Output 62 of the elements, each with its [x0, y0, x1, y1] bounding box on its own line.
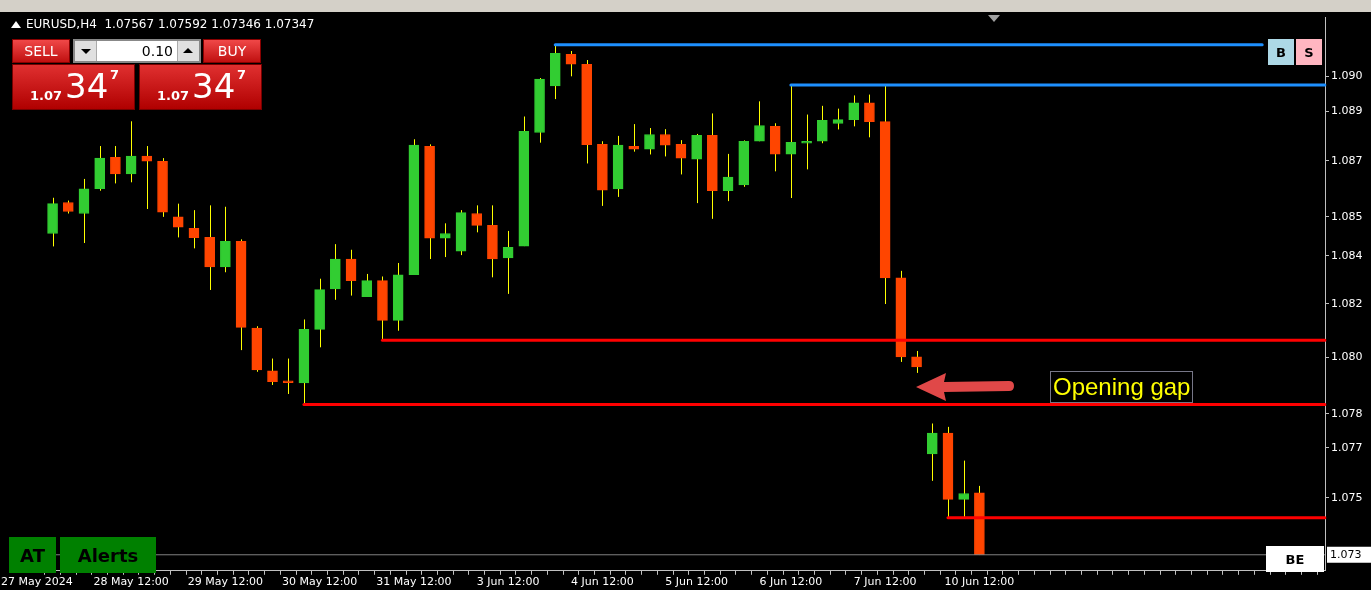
x-tick-label: 6 Jun 12:00: [759, 575, 823, 589]
candlestick: [926, 423, 938, 482]
candlestick: [110, 145, 121, 184]
candlestick: [439, 222, 451, 258]
annotation: Alerts: [60, 537, 156, 573]
annotation: SELL: [12, 39, 70, 63]
annotation: 1.07: [30, 88, 63, 103]
annotation: 7: [237, 67, 247, 82]
candlestick: [267, 358, 278, 386]
x-tick-label: 3 Jun 12:00: [476, 575, 540, 589]
candlestick: [188, 209, 200, 249]
x-tick-label: 4 Jun 12:00: [570, 575, 634, 589]
x-tick-label: 10 Jun 12:00: [944, 575, 1015, 589]
candlestick: [565, 50, 577, 77]
x-tick-label: 31 May 12:00: [376, 575, 452, 589]
x-tick-label: 27 May 2024: [1, 575, 73, 589]
y-tick-label: 1.089: [1331, 104, 1363, 118]
y-tick-label: 1.078: [1331, 406, 1363, 420]
y-tick-label: 1.077: [1331, 440, 1363, 454]
candlestick: [754, 100, 765, 142]
y-tick-label: 1.082: [1331, 296, 1363, 310]
x-tick-label: 29 May 12:00: [187, 575, 264, 589]
candlestick: [911, 350, 922, 374]
y-tick-label: 1.075: [1331, 490, 1363, 504]
candlestick: [172, 203, 184, 238]
candlestick: [864, 94, 875, 138]
candlestick: [659, 128, 671, 157]
candlestick: [282, 358, 294, 395]
y-tick-label: 1.087: [1331, 153, 1363, 167]
annotation: BE: [1266, 546, 1324, 572]
candlestick: [644, 127, 655, 155]
chart-title: EURUSD,H4 1.07567 1.07592 1.07346 1.07347: [26, 17, 315, 31]
x-tick-label: 7 Jun 12:00: [853, 575, 917, 589]
x-tick-label: 30 May 12:00: [281, 575, 358, 589]
annotation: B: [1268, 39, 1294, 65]
annotation: BUY: [203, 39, 261, 63]
annotation: 7: [110, 67, 120, 82]
y-tick-label: 1.085: [1331, 209, 1363, 223]
annotation: S: [1296, 39, 1322, 65]
candlestick: [801, 114, 812, 170]
candlestick: [816, 105, 828, 144]
annotation: 34: [65, 66, 109, 106]
candlestick: [78, 178, 90, 244]
candlestick: [958, 460, 970, 519]
annotation: 34: [192, 66, 236, 106]
ref-line-label: 1.073: [1330, 547, 1362, 561]
y-tick-label: 1.080: [1331, 350, 1363, 364]
candlestick: [125, 120, 137, 183]
annotation: AT: [9, 537, 56, 573]
annotation: 0.10: [140, 42, 173, 61]
annotation: Opening gap: [1050, 371, 1194, 403]
candlestick: [691, 133, 702, 204]
y-tick-label: 1.090: [1331, 69, 1363, 83]
annotation: 1.07: [157, 88, 190, 103]
candlestick: [832, 108, 844, 130]
y-tick-label: 1.084: [1331, 248, 1363, 262]
x-tick-label: 28 May 12:00: [93, 575, 169, 589]
candlestick: [141, 145, 153, 210]
candlestick: [471, 204, 483, 233]
x-tick-label: 5 Jun 12:00: [665, 575, 729, 589]
candlestick: [345, 249, 357, 297]
candlestick: [785, 84, 797, 199]
